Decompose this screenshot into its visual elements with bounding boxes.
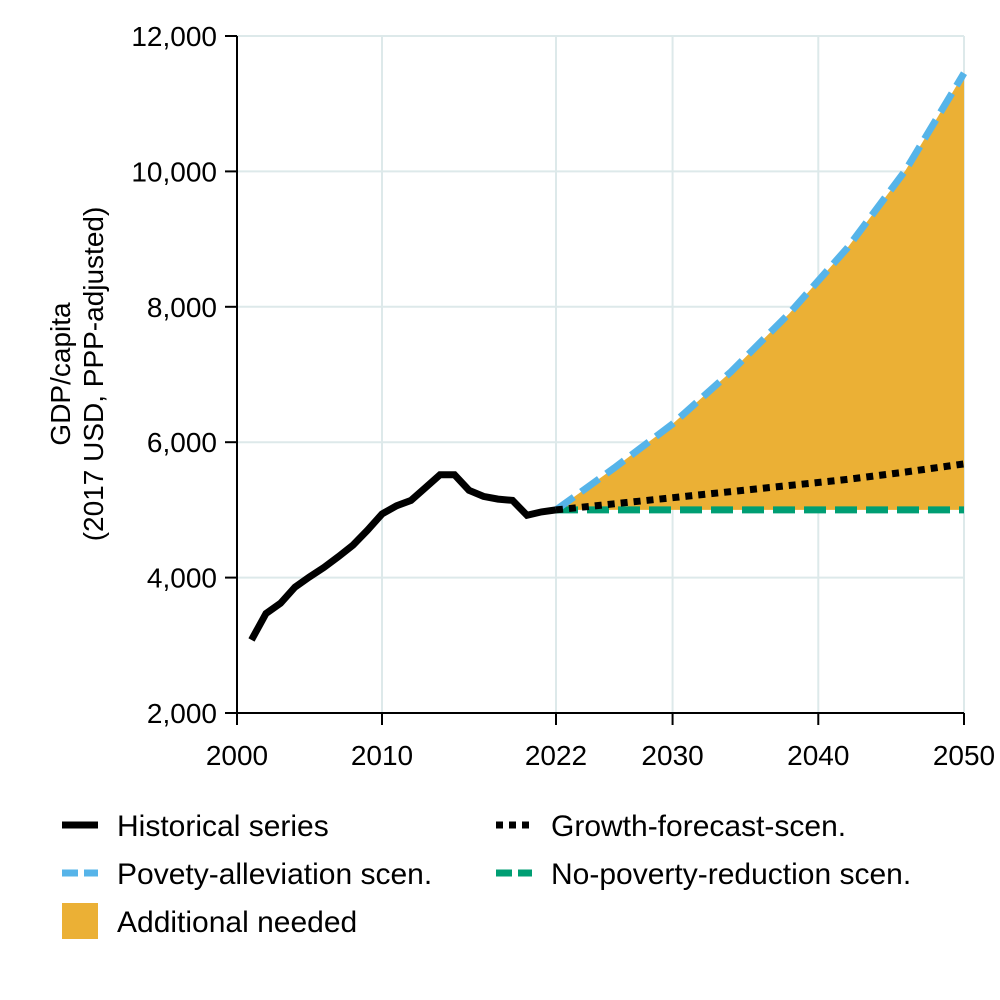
y-tick-label: 6,000 — [147, 427, 217, 458]
legend-label: Additional needed — [117, 906, 357, 939]
y-tick-label: 12,000 — [131, 21, 217, 52]
x-tick-label: 2040 — [787, 740, 849, 771]
legend-label: Povety-alleviation scen. — [117, 858, 432, 891]
series-line-povety-alleviation-scen — [553, 71, 967, 513]
x-tick-label: 2000 — [206, 740, 268, 771]
legend-label: No-poverty-reduction scen. — [551, 858, 911, 891]
y-axis-title-line: (2017 USD, PPP-adjusted) — [78, 207, 109, 542]
legend-item-historical-series: Historical series — [62, 810, 329, 843]
y-axis-title: GDP/capita (2017 USD, PPP-adjusted) — [45, 207, 109, 542]
y-tick-label: 8,000 — [147, 292, 217, 323]
legend: Historical series Growth-forecast-scen. Po… — [62, 810, 911, 939]
x-tick-label: 2010 — [351, 740, 413, 771]
legend-label: Historical series — [117, 810, 329, 843]
y-tick-label: 10,000 — [131, 156, 217, 187]
legend-item-no-poverty-reduction-scen: No-poverty-reduction scen. — [496, 858, 911, 891]
series-line-growth-forecast-scen — [555, 460, 965, 514]
ticks: 2,000 4,000 6,000 8,000 10,000 12,000 2000 2010… — [131, 21, 995, 771]
area-layer — [556, 73, 964, 510]
y-tick-label: 2,000 — [147, 698, 217, 729]
legend-item-additional-needed: Additional needed — [62, 903, 357, 939]
legend-item-growth-forecast-scen: Growth-forecast-scen. — [496, 810, 846, 843]
series-line-historical-series — [248, 471, 557, 642]
area-additional-needed — [556, 73, 964, 510]
x-tick-label: 2050 — [933, 740, 995, 771]
x-tick-label: 2022 — [525, 740, 587, 771]
legend-label: Growth-forecast-scen. — [551, 810, 846, 843]
series-layer — [248, 71, 967, 642]
legend-item-povety-alleviation-scen: Povety-alleviation scen. — [62, 858, 432, 891]
y-tick-label: 4,000 — [147, 563, 217, 594]
x-tick-label: 2030 — [641, 740, 703, 771]
legend-swatch — [62, 903, 98, 939]
y-axis-title-line: GDP/capita — [45, 302, 76, 446]
axes — [236, 36, 964, 714]
